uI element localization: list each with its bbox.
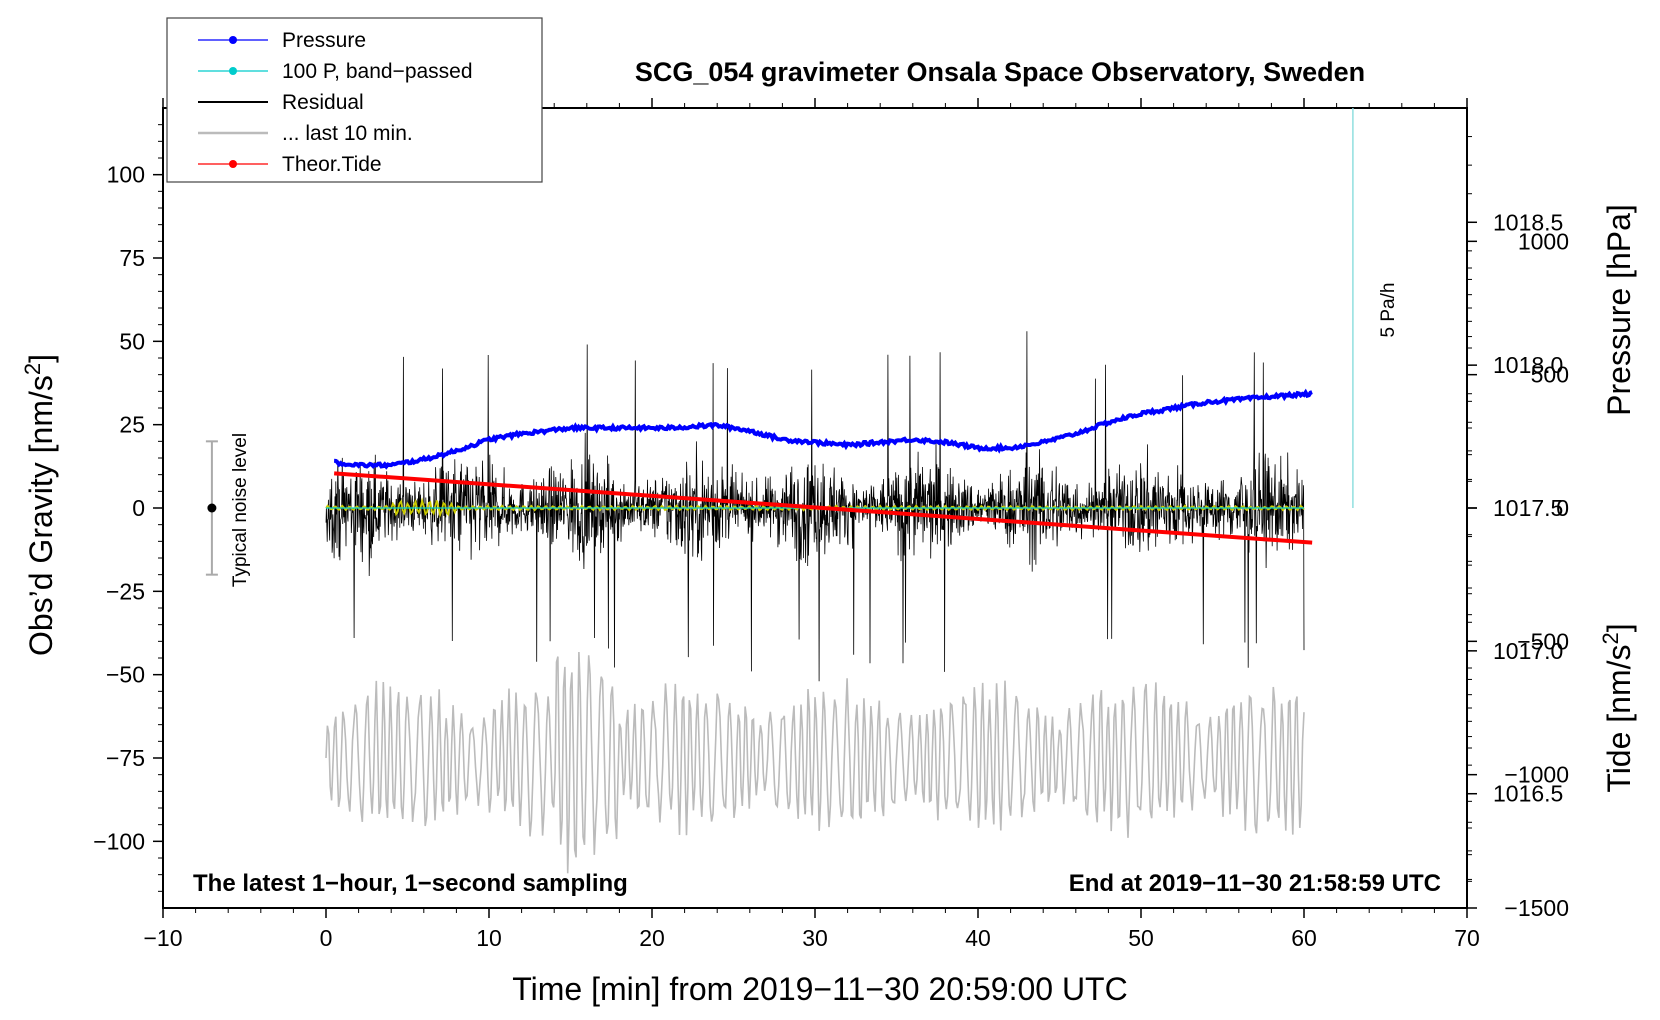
ticks-layer: −10 0 10 20 30 40 50 60 701007550250−25−50−75−10… xyxy=(93,98,1569,951)
x-tick-label: 60 xyxy=(1291,925,1317,951)
legend-marker-4 xyxy=(229,160,237,168)
x-tick-label: 10 xyxy=(476,925,502,951)
chart-title: SCG_054 gravimeter Onsala Space Observat… xyxy=(635,57,1365,87)
series-pressure xyxy=(333,388,1313,470)
y-axis-title-gravity-sup: 2 xyxy=(20,363,45,375)
y-tick-label: 25 xyxy=(119,412,145,438)
y-tick-label: −25 xyxy=(106,578,145,604)
series-group xyxy=(325,108,1354,874)
y-tick-label: 100 xyxy=(107,162,145,188)
tide-tick-label: −1500 xyxy=(1504,895,1569,921)
x-tick-label: 0 xyxy=(320,925,333,951)
x-axis-title: Time [min] from 2019−11−30 20:59:00 UTC xyxy=(512,971,1127,1007)
y-axis-title-gravity-text: Obs’d Gravity [nm/s xyxy=(23,375,59,656)
tide-tick-label: 0 xyxy=(1556,495,1569,521)
x-tick-label: 50 xyxy=(1128,925,1154,951)
legend-label-0: Pressure xyxy=(282,29,366,52)
series-layer xyxy=(205,108,1354,874)
legend-label-1: 100 P, band−passed xyxy=(282,60,473,83)
annotation-noise-level: Typical noise level xyxy=(230,433,251,587)
y-axis-title-tide-close: ] xyxy=(1601,623,1637,632)
tide-tick-label: 500 xyxy=(1531,362,1569,388)
tide-tick-label: 1000 xyxy=(1518,228,1569,254)
y-tick-label: −50 xyxy=(106,662,145,688)
pressure-tick-label: 1017.5 xyxy=(1493,495,1563,521)
legend-marker-1 xyxy=(229,67,237,75)
y-axis-title-tide: Tide [nm/s2] xyxy=(1598,623,1637,792)
y-axis-title-tide-text: Tide [nm/s xyxy=(1601,644,1637,792)
y-axis-title-gravity-close: ] xyxy=(23,354,59,363)
legend-marker-0 xyxy=(229,36,237,44)
y-axis-title-tide-sup: 2 xyxy=(1598,632,1623,644)
y-tick-label: 50 xyxy=(119,328,145,354)
tide-tick-label: −500 xyxy=(1517,628,1569,654)
y-tick-label: 0 xyxy=(132,495,145,521)
annotation-end-time: End at 2019−11−30 21:58:59 UTC xyxy=(1069,870,1441,897)
x-tick-label: 30 xyxy=(802,925,828,951)
legend-label-4: Theor.Tide xyxy=(282,153,382,176)
y-tick-label: −75 xyxy=(106,745,145,771)
x-tick-label: 40 xyxy=(965,925,991,951)
x-tick-label: 70 xyxy=(1454,925,1480,951)
x-tick-label: 20 xyxy=(639,925,665,951)
annotation-sampling: The latest 1−hour, 1−second sampling xyxy=(193,870,628,897)
pressure-tick-label: 1018.5 xyxy=(1493,209,1563,235)
tide-tick-label: −1000 xyxy=(1504,762,1569,788)
legend-box xyxy=(166,17,543,183)
legend-label-3: ... last 10 min. xyxy=(282,122,413,145)
series-last-10-min xyxy=(325,651,1305,874)
pressure-tick-label: 1016.5 xyxy=(1493,781,1563,807)
noise-bar-dot xyxy=(207,503,217,513)
annotation-scale-bar: 5 Pa/h xyxy=(1378,283,1399,338)
x-tick-label: −10 xyxy=(143,925,182,951)
y-axis-title-pressure: Pressure [hPa] xyxy=(1601,204,1637,416)
legend-label-2: Residual xyxy=(282,91,364,114)
pressure-tick-label: 1017.0 xyxy=(1493,638,1563,664)
y-axis-title-gravity: Obs’d Gravity [nm/s2] xyxy=(20,354,59,656)
legend: Pressure 100 P, band−passed Residual ... la… xyxy=(166,17,543,183)
y-tick-label: 75 xyxy=(119,245,145,271)
series-theoretical-tide xyxy=(334,471,1313,545)
y-tick-label: −100 xyxy=(93,828,145,854)
pressure-tick-label: 1018.0 xyxy=(1493,352,1563,378)
